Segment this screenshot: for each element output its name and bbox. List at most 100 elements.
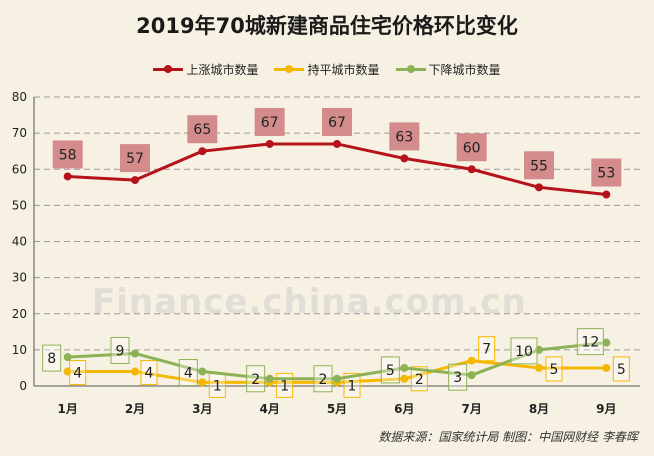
data-point	[265, 374, 274, 383]
legend-label-rising: 上涨城市数量	[186, 63, 259, 77]
data-label: 8	[47, 351, 56, 367]
data-label-box	[545, 356, 563, 382]
data-label-box	[42, 344, 62, 372]
data-label-box	[254, 107, 285, 136]
y-tick-label: 0	[19, 379, 27, 393]
data-label-box	[456, 133, 487, 162]
data-label: 4	[184, 366, 193, 382]
legend: 上涨城市数量 持平城市数量 下降城市数量	[0, 61, 654, 78]
legend-label-flat: 持平城市数量	[307, 63, 380, 77]
data-label-box	[410, 366, 428, 392]
data-point	[131, 349, 139, 358]
x-tick-label: 1月	[57, 402, 77, 416]
data-label: 3	[453, 370, 462, 386]
y-tick-label: 30	[12, 271, 27, 285]
data-label-box	[510, 337, 538, 365]
data-point	[467, 371, 476, 380]
data-point	[198, 147, 207, 156]
data-point	[131, 367, 139, 376]
y-tick-label: 20	[12, 307, 27, 321]
data-label: 60	[463, 140, 481, 156]
y-tick-label: 60	[12, 162, 27, 176]
x-tick-label: 7月	[461, 402, 481, 416]
data-label-box	[322, 107, 352, 136]
watermark: Finance.china.com.cn	[92, 282, 527, 322]
data-label-box	[140, 360, 158, 386]
data-label-box	[69, 360, 87, 386]
data-label-box	[576, 328, 604, 356]
data-point	[602, 190, 611, 199]
data-label: 1	[213, 378, 222, 394]
data-label: 63	[395, 129, 413, 145]
legend-item-falling: 下降城市数量	[395, 61, 501, 78]
y-tick-label: 80	[12, 90, 27, 104]
data-point	[198, 367, 207, 376]
source-note: 数据来源：国家统计局 制图：中国网财经 李春晖	[378, 430, 638, 444]
data-label: 55	[530, 158, 548, 174]
data-point	[265, 139, 274, 148]
data-point	[535, 183, 543, 192]
data-label-box	[380, 356, 400, 384]
data-label: 65	[193, 122, 211, 138]
data-label: 2	[319, 372, 328, 388]
data-label-box	[478, 336, 496, 362]
data-label: 5	[386, 363, 395, 379]
data-point	[467, 165, 476, 174]
data-point	[400, 154, 409, 163]
data-point	[467, 356, 476, 365]
data-label-box	[389, 122, 420, 151]
data-point	[535, 363, 543, 372]
data-label: 10	[515, 344, 533, 360]
x-tick-label: 4月	[259, 402, 279, 416]
data-label-box	[612, 356, 630, 382]
data-label: 4	[73, 366, 82, 382]
data-point	[198, 378, 207, 387]
y-tick-label: 70	[12, 126, 27, 140]
data-label: 1	[280, 378, 289, 394]
data-label-box	[52, 140, 83, 169]
data-point	[333, 139, 341, 148]
data-label: 58	[59, 147, 77, 163]
data-label-box	[246, 365, 266, 393]
data-label-box	[448, 363, 468, 391]
data-label: 12	[581, 335, 599, 351]
data-label: 4	[145, 366, 154, 382]
data-point	[63, 353, 72, 362]
data-point	[400, 374, 409, 383]
data-point	[602, 338, 611, 347]
data-label-box	[343, 372, 361, 398]
legend-item-flat: 持平城市数量	[274, 61, 380, 78]
y-tick-label: 50	[12, 198, 27, 212]
data-label-box	[591, 158, 622, 187]
x-tick-label: 9月	[596, 402, 616, 416]
data-point	[63, 172, 72, 181]
data-label: 2	[251, 372, 260, 388]
y-tick-label: 10	[12, 343, 27, 357]
data-label: 5	[617, 362, 626, 378]
data-label: 2	[415, 372, 424, 388]
chart-title: 2019年70城新建商品住宅价格环比变化	[136, 14, 518, 38]
data-label: 5	[550, 362, 559, 378]
legend-label-falling: 下降城市数量	[428, 63, 501, 77]
legend-item-rising: 上涨城市数量	[153, 61, 258, 78]
data-label: 57	[126, 151, 144, 167]
data-label-box	[120, 144, 150, 173]
legend-swatch-flat	[274, 65, 305, 73]
data-label-box	[187, 115, 218, 144]
x-tick-label: 3月	[192, 402, 212, 416]
y-tick-label: 40	[12, 235, 27, 249]
data-label: 9	[116, 343, 125, 359]
data-point	[602, 363, 611, 372]
data-label-box	[110, 336, 130, 364]
data-label-box	[313, 365, 333, 393]
data-point	[333, 374, 341, 383]
data-label: 1	[348, 378, 357, 394]
data-label: 53	[597, 166, 615, 182]
x-tick-label: 2月	[125, 402, 145, 416]
x-tick-label: 6月	[394, 402, 414, 416]
legend-swatch-rising	[153, 65, 184, 73]
data-label-box	[178, 359, 198, 387]
data-label-box	[524, 151, 554, 180]
legend-swatch-falling	[395, 65, 426, 73]
